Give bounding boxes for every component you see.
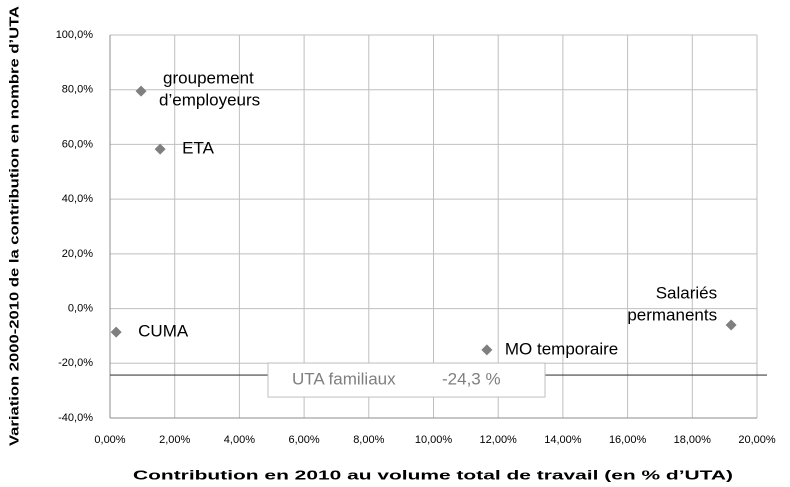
x-tick-label: 20,00% — [738, 434, 776, 446]
point — [481, 344, 493, 356]
point-label: Salariés — [656, 283, 717, 302]
y-tick-label: 100,0% — [56, 29, 94, 41]
x-tick-label: 0,00% — [94, 434, 125, 446]
point-label: d’employeurs — [159, 91, 260, 110]
point — [110, 326, 122, 338]
point-label: CUMA — [138, 322, 189, 341]
x-tick-label: 16,00% — [609, 434, 647, 446]
x-tick-label: 18,00% — [674, 434, 712, 446]
point-label: ETA — [182, 139, 214, 158]
annotation-value: -24,3 % — [442, 370, 501, 389]
point — [725, 319, 737, 331]
x-axis-title: Contribution en 2010 au volume total de … — [133, 467, 733, 482]
point-label: permanents — [627, 305, 717, 324]
point — [154, 143, 166, 155]
annotation-box — [267, 362, 546, 398]
y-tick-label: 60,0% — [62, 138, 93, 150]
y-tick-label: 20,0% — [62, 248, 93, 260]
point-label: groupement — [163, 69, 254, 88]
x-tick-label: 4,00% — [224, 434, 255, 446]
y-axis-title: Variation 2000-2010 de la contribution e… — [6, 5, 21, 446]
y-tick-label: -20,0% — [58, 357, 93, 369]
y-tick-label: 40,0% — [62, 193, 93, 205]
y-tick-label: -40,0% — [58, 412, 93, 424]
annotation-label: UTA familiaux — [292, 370, 396, 389]
y-tick-label: 0,0% — [68, 302, 93, 314]
x-tick-label: 2,00% — [159, 434, 190, 446]
point-label: MO temporaire — [505, 339, 618, 358]
point — [135, 85, 147, 97]
y-tick-label: 80,0% — [62, 84, 93, 96]
x-tick-label: 12,00% — [480, 434, 518, 446]
x-tick-label: 14,00% — [544, 434, 582, 446]
x-tick-label: 10,00% — [415, 434, 453, 446]
x-tick-label: 6,00% — [288, 434, 319, 446]
x-tick-label: 8,00% — [353, 434, 384, 446]
